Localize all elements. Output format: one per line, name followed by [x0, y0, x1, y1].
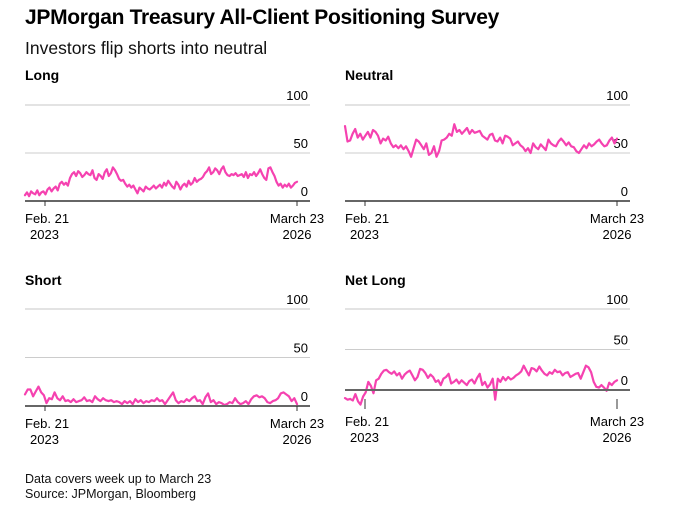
long-ytick-label-0: 0	[301, 184, 308, 199]
neutral-ytick-label-100: 100	[606, 88, 628, 103]
long-xtick-label-0-1: 2023	[30, 227, 59, 242]
chart-title: JPMorgan Treasury All-Client Positioning…	[25, 6, 500, 29]
short-series-line	[23, 385, 299, 407]
long-xtick-label-1-1: 2026	[283, 227, 312, 242]
net-long-ytick-label-50: 50	[614, 333, 628, 348]
long-ytick-label-100: 100	[286, 88, 308, 103]
panel-title-long: Long	[25, 67, 60, 83]
net-long-ytick-label-100: 100	[606, 292, 628, 307]
net-long-ytick-label-0: 0	[621, 373, 628, 388]
short-xtick-label-0-0: Feb. 21	[25, 416, 69, 431]
net-long-series-line	[343, 364, 619, 406]
footnotes: Data covers week up to March 23 Source: …	[25, 472, 211, 502]
footnote-data-coverage: Data covers week up to March 23	[25, 472, 212, 486]
long-ytick-label-50: 50	[294, 136, 308, 151]
footnote-source: Source: JPMorgan, Bloomberg	[25, 487, 196, 501]
net-long-xtick-label-1-0: March 23	[590, 414, 644, 429]
short-xtick-label-1-0: March 23	[270, 416, 324, 431]
long-xtick-label-1-0: March 23	[270, 211, 324, 226]
net-long-xtick-label-0-0: Feb. 21	[345, 414, 389, 429]
short-xtick-label-0-1: 2023	[30, 432, 59, 447]
neutral-xtick-label-1-0: March 23	[590, 211, 644, 226]
panel-title-neutral: Neutral	[345, 67, 394, 83]
neutral-ytick-label-50: 50	[614, 136, 628, 151]
neutral-xtick-label-1-1: 2026	[603, 227, 632, 242]
net-long-xtick-label-0-1: 2023	[350, 430, 379, 445]
net-long-xtick-label-1-1: 2026	[603, 430, 632, 445]
neutral-ytick-label-0: 0	[621, 184, 628, 199]
long-xtick-label-0-0: Feb. 21	[25, 211, 69, 226]
panel-title-short: Short	[25, 272, 62, 288]
short-ytick-label-50: 50	[294, 341, 308, 356]
neutral-xtick-label-0-1: 2023	[350, 227, 379, 242]
panel-title-net-long: Net Long	[345, 272, 406, 288]
neutral-series-line	[343, 123, 619, 158]
long-series-line	[23, 165, 299, 198]
short-ytick-label-100: 100	[286, 292, 308, 307]
short-ytick-label-0: 0	[301, 389, 308, 404]
short-xtick-label-1-1: 2026	[283, 432, 312, 447]
neutral-xtick-label-0-0: Feb. 21	[345, 211, 389, 226]
chart-subtitle: Investors flip shorts into neutral	[25, 38, 268, 58]
